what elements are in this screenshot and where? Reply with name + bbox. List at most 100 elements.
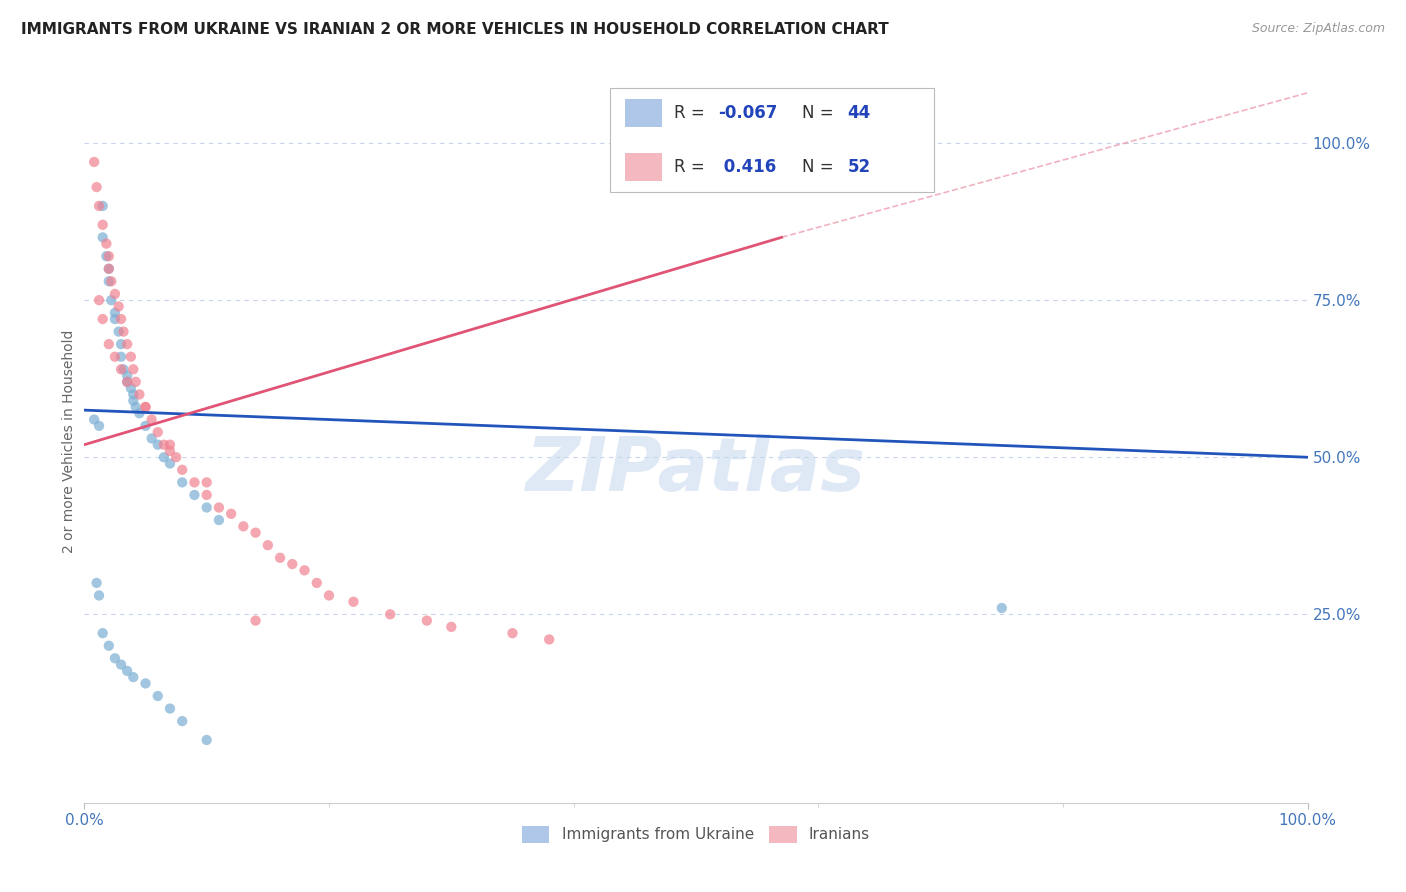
Point	[135, 676, 157, 690]
Point	[172, 714, 194, 728]
Point	[245, 525, 267, 540]
Bar	[626, 99, 662, 128]
Point	[104, 312, 127, 326]
Point	[991, 601, 1014, 615]
Point	[183, 475, 205, 490]
Point	[146, 689, 169, 703]
Point	[112, 325, 135, 339]
Point	[91, 230, 114, 244]
Point	[153, 450, 176, 465]
Point	[100, 274, 122, 288]
Point	[135, 400, 157, 414]
Point	[294, 563, 316, 577]
Point	[115, 664, 138, 678]
Text: 0.416: 0.416	[718, 158, 776, 176]
Text: Source: ZipAtlas.com: Source: ZipAtlas.com	[1251, 22, 1385, 36]
Point	[146, 438, 169, 452]
Point	[208, 513, 231, 527]
Point	[97, 261, 120, 276]
Point	[86, 180, 108, 194]
Point	[159, 701, 181, 715]
Point	[97, 337, 120, 351]
Point	[318, 589, 340, 603]
Point	[91, 218, 114, 232]
Text: ZIPatlas: ZIPatlas	[526, 434, 866, 507]
Point	[87, 418, 110, 433]
Point	[342, 595, 364, 609]
Y-axis label: 2 or more Vehicles in Household: 2 or more Vehicles in Household	[62, 330, 76, 553]
Point	[269, 550, 291, 565]
Point	[135, 400, 157, 414]
Point	[416, 614, 439, 628]
Point	[195, 488, 218, 502]
FancyBboxPatch shape	[610, 87, 935, 193]
Point	[159, 438, 181, 452]
Point	[115, 375, 138, 389]
Point	[100, 293, 122, 308]
Point	[107, 325, 129, 339]
Point	[86, 575, 108, 590]
Point	[165, 450, 187, 465]
Point	[83, 155, 105, 169]
Legend: Immigrants from Ukraine, Iranians: Immigrants from Ukraine, Iranians	[516, 820, 876, 849]
Point	[91, 199, 114, 213]
Point	[122, 362, 145, 376]
Point	[538, 632, 561, 647]
Point	[104, 286, 127, 301]
Point	[440, 620, 463, 634]
Point	[83, 412, 105, 426]
Point	[195, 733, 218, 747]
Point	[128, 387, 150, 401]
Point	[110, 312, 132, 326]
Point	[97, 261, 120, 276]
Point	[122, 387, 145, 401]
Point	[96, 236, 118, 251]
Point	[141, 412, 163, 426]
Point	[172, 475, 194, 490]
Point	[159, 444, 181, 458]
Point	[120, 350, 142, 364]
Point	[195, 500, 218, 515]
Point	[97, 249, 120, 263]
Text: -0.067: -0.067	[718, 103, 778, 122]
Point	[112, 362, 135, 376]
Point	[219, 507, 242, 521]
Point	[135, 418, 157, 433]
Point	[128, 406, 150, 420]
Point	[125, 400, 148, 414]
Point	[87, 589, 110, 603]
Point	[281, 557, 304, 571]
Point	[208, 500, 231, 515]
Point	[87, 199, 110, 213]
Point	[110, 657, 132, 672]
Point	[245, 614, 267, 628]
Point	[96, 249, 118, 263]
Point	[195, 475, 218, 490]
Point	[91, 312, 114, 326]
Point	[141, 431, 163, 445]
Point	[183, 488, 205, 502]
Text: R =: R =	[673, 158, 710, 176]
Point	[110, 362, 132, 376]
Point	[104, 350, 127, 364]
Point	[104, 306, 127, 320]
Point	[91, 626, 114, 640]
Point	[115, 368, 138, 383]
Bar	[626, 153, 662, 181]
Point	[115, 375, 138, 389]
Point	[110, 350, 132, 364]
Point	[107, 300, 129, 314]
Point	[87, 293, 110, 308]
Point	[153, 438, 176, 452]
Point	[115, 337, 138, 351]
Point	[97, 274, 120, 288]
Point	[305, 575, 328, 590]
Point	[122, 393, 145, 408]
Text: 52: 52	[848, 158, 870, 176]
Point	[380, 607, 402, 622]
Point	[502, 626, 524, 640]
Point	[125, 375, 148, 389]
Text: IMMIGRANTS FROM UKRAINE VS IRANIAN 2 OR MORE VEHICLES IN HOUSEHOLD CORRELATION C: IMMIGRANTS FROM UKRAINE VS IRANIAN 2 OR …	[21, 22, 889, 37]
Point	[104, 651, 127, 665]
Point	[172, 463, 194, 477]
